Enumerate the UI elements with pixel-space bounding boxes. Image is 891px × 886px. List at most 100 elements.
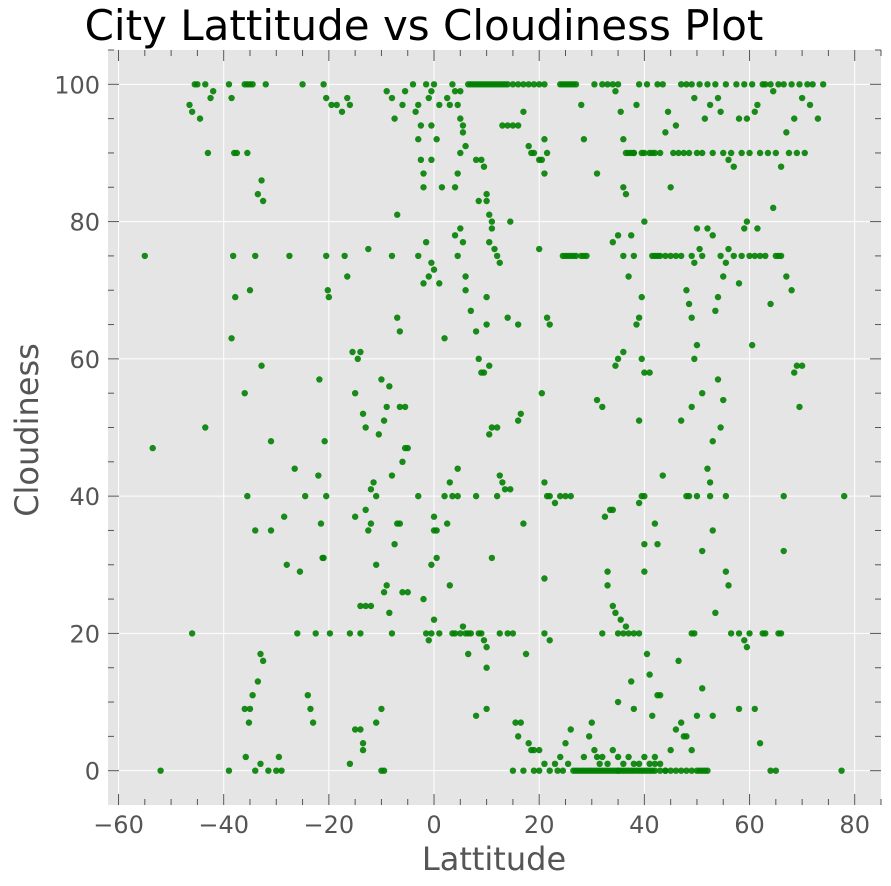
data-point <box>472 156 480 164</box>
data-point <box>614 355 622 363</box>
data-point <box>246 705 254 713</box>
data-point <box>772 767 780 774</box>
data-point <box>472 492 480 500</box>
data-point <box>535 81 543 88</box>
data-point <box>425 94 432 102</box>
data-point <box>620 252 627 260</box>
data-point <box>798 94 806 102</box>
data-point <box>720 149 727 157</box>
data-point <box>688 403 695 411</box>
data-point <box>706 492 714 500</box>
data-point <box>399 458 406 466</box>
data-point <box>748 341 756 349</box>
data-point <box>591 746 598 754</box>
data-point <box>225 767 233 774</box>
data-point <box>585 733 593 740</box>
data-point <box>612 362 619 369</box>
data-point <box>394 211 401 218</box>
data-point <box>622 623 630 630</box>
data-point <box>509 630 517 637</box>
y-tick-label: 80 <box>69 209 100 237</box>
data-point <box>296 568 304 575</box>
data-point <box>593 170 601 177</box>
data-point <box>493 424 501 431</box>
data-point <box>514 733 522 740</box>
data-point <box>286 252 293 260</box>
data-point <box>486 211 493 218</box>
data-point <box>762 252 769 260</box>
data-point <box>273 767 280 774</box>
data-point <box>346 101 354 109</box>
data-point <box>344 94 351 102</box>
data-point <box>449 492 456 500</box>
data-point <box>646 369 653 376</box>
data-point <box>491 245 498 253</box>
data-point <box>793 362 801 369</box>
data-point <box>651 760 659 768</box>
data-point <box>359 410 367 417</box>
data-point <box>635 630 643 637</box>
x-tick-label: −60 <box>93 811 144 839</box>
x-tick-label: 40 <box>629 811 660 839</box>
data-point <box>512 719 519 726</box>
data-point <box>535 245 543 253</box>
data-point <box>204 149 212 157</box>
data-point <box>425 273 432 280</box>
data-point <box>617 108 624 115</box>
data-point <box>488 424 496 431</box>
data-point <box>378 705 385 713</box>
data-point <box>454 170 461 177</box>
data-point <box>735 705 743 713</box>
data-point <box>365 245 372 253</box>
data-point <box>349 348 356 356</box>
data-point <box>735 280 743 287</box>
data-point <box>635 499 643 507</box>
data-point <box>614 753 622 761</box>
data-point <box>367 520 375 527</box>
data-point <box>770 87 777 95</box>
axis-ticks: −60 −40 −20 0 20 40 60 80 0 20 40 60 80 100 <box>54 49 882 839</box>
data-point <box>630 760 638 768</box>
data-point <box>551 499 559 507</box>
data-point <box>514 122 522 129</box>
data-point <box>625 149 632 157</box>
data-point <box>244 149 251 157</box>
data-point <box>359 746 367 754</box>
data-point <box>359 740 367 747</box>
data-point <box>265 767 272 774</box>
data-point <box>609 81 617 88</box>
data-point <box>362 506 369 514</box>
data-point <box>422 630 430 637</box>
data-point <box>691 630 698 637</box>
data-point <box>557 753 564 761</box>
data-point <box>656 760 664 768</box>
data-point <box>417 122 425 129</box>
data-point <box>504 81 511 88</box>
data-point <box>609 238 617 246</box>
data-point <box>628 232 635 239</box>
data-point <box>667 767 674 774</box>
data-point <box>443 94 451 102</box>
data-point <box>635 417 643 424</box>
data-point <box>428 122 435 129</box>
data-point <box>420 184 427 191</box>
data-point <box>604 568 611 575</box>
data-point <box>712 307 719 315</box>
data-point <box>425 637 432 644</box>
data-point <box>433 554 440 562</box>
y-tick-label: 20 <box>69 620 100 648</box>
y-tick-label: 100 <box>54 71 100 99</box>
data-point <box>312 630 319 637</box>
x-axis-label: Lattitude <box>422 840 566 878</box>
data-point <box>691 259 698 266</box>
data-point <box>704 81 711 88</box>
data-point <box>449 81 456 88</box>
data-point <box>791 115 798 122</box>
data-point <box>451 87 459 95</box>
data-point <box>646 760 653 768</box>
data-point <box>562 492 569 500</box>
data-point <box>488 218 496 225</box>
data-point <box>767 300 774 308</box>
data-point <box>291 465 298 472</box>
data-point <box>420 280 427 287</box>
